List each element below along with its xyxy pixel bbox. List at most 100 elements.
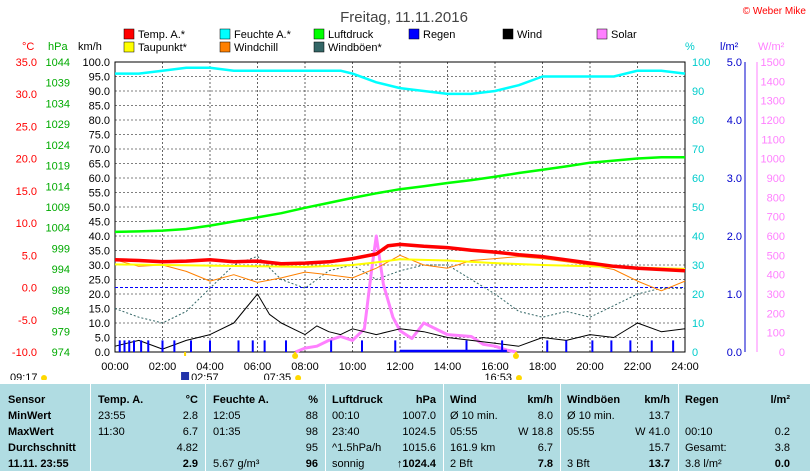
tick-label-rain: 3.0: [727, 173, 742, 185]
tick-label-time: 22:00: [624, 361, 652, 373]
tick-label-pressure: 984: [52, 306, 70, 318]
summary-cell: 96: [305, 458, 318, 470]
legend-swatch: [123, 28, 135, 40]
rain-bar: [263, 340, 266, 352]
tick-label-pressure: 1029: [46, 119, 70, 131]
tick-label-humidity: 100: [692, 57, 710, 69]
tick-label-humidity: 30: [692, 260, 704, 272]
summary-cell: 8.0: [537, 410, 553, 422]
tick-label-solar: 1400: [761, 76, 785, 88]
legend-swatch: [596, 28, 608, 40]
tick-label-humidity: 60: [692, 173, 704, 185]
summary-cell: 6.7: [182, 426, 198, 438]
day-marker: [294, 352, 297, 356]
summary-cell: 01:35: [213, 426, 241, 438]
axis-ticks: 35.0 30.0 25.0 20.0 15.0 10.0 5.0 0.0 -5.0 -10.0 1…: [12, 57, 785, 373]
rain-bar: [465, 340, 468, 352]
tick-label-humidity: 80: [692, 115, 704, 127]
summary-cell: Ø 10 min.: [450, 410, 498, 422]
tick-label-time: 12:00: [386, 361, 414, 373]
tick-label-wind: 20.0: [89, 289, 110, 301]
summary-header-cell: Temp. A.: [98, 394, 144, 406]
legend-label: Windböen*: [328, 42, 383, 54]
tick-label-time: 08:00: [291, 361, 319, 373]
tick-label-temp: 10.0: [16, 218, 37, 230]
summary-cell: 3 Bft: [567, 458, 590, 470]
tick-label-wind: 35.0: [89, 246, 110, 258]
tick-label-wind: 5.0: [95, 333, 110, 345]
summary-header-cell: km/h: [644, 394, 670, 406]
summary-cell: 2 Bft: [450, 458, 473, 470]
summary-row: MinWert 23:55 2.8 12:05 88 00:10 1007.0 Ø 10 mi…: [0, 408, 810, 424]
summary-cell: 1015.6: [402, 442, 436, 454]
summary-cell: 00:10: [332, 410, 360, 422]
summary-cell: 0.2: [774, 426, 790, 438]
summary-cell: MinWert: [8, 410, 52, 422]
rain-bar: [610, 340, 613, 352]
axis-label-rain: l/m²: [720, 41, 739, 53]
tick-label-wind: 70.0: [89, 144, 110, 156]
rain-bar: [394, 340, 397, 352]
axis-label-wind: km/h: [78, 41, 102, 53]
series-luftdruck: [114, 156, 685, 234]
tick-label-pressure: 994: [52, 264, 70, 276]
day-marker: [184, 352, 187, 356]
summary-header-cell: Sensor: [8, 394, 46, 406]
axis-label-humidity: %: [685, 41, 695, 53]
tick-label-solar: 1100: [761, 134, 785, 146]
summary-cell: 6.7: [537, 442, 553, 454]
series-solar: [294, 234, 517, 354]
tick-label-solar: 0: [779, 347, 785, 359]
chart-title: Freitag, 11.11.2016: [340, 9, 468, 26]
summary-cell: 88: [305, 410, 318, 422]
tick-label-wind: 40.0: [89, 231, 110, 243]
tick-label-wind: 60.0: [89, 173, 110, 185]
legend-label: Taupunkt*: [138, 42, 188, 54]
tick-label-temp: 20.0: [16, 154, 37, 166]
summary-cell: 2.9: [182, 458, 198, 470]
series-feuchte-a: [115, 66, 686, 96]
legend-swatch: [219, 41, 231, 53]
tick-label-temp: 30.0: [16, 89, 37, 101]
summary-cell: 11:30: [98, 426, 125, 438]
rain-bar: [173, 340, 176, 352]
summary-cell: 12:05: [213, 410, 241, 422]
legend-swatch: [219, 28, 231, 40]
series-windchill: [114, 254, 686, 292]
series-temp-a: [114, 242, 686, 273]
summary-cell: 15.7: [648, 442, 670, 454]
summary-cell: 13.7: [648, 410, 670, 422]
moonset-icon: [181, 372, 190, 380]
tick-label-wind: 50.0: [89, 202, 110, 214]
rain-bar: [565, 340, 568, 352]
tick-label-solar: 300: [767, 289, 785, 301]
tick-label-pressure: 979: [52, 326, 70, 338]
tick-label-time: 14:00: [434, 361, 462, 373]
summary-cell: 7.8: [537, 458, 553, 470]
tick-label-solar: 600: [767, 231, 785, 243]
summary-cell: 3.8: [774, 442, 790, 454]
tick-label-pressure: 1019: [46, 161, 70, 173]
tick-label-wind: 10.0: [89, 318, 110, 330]
rain-bar: [161, 340, 164, 352]
tick-label-humidity: 40: [692, 231, 704, 243]
tick-label-time: 24:00: [671, 361, 699, 373]
tick-label-wind: 95.0: [89, 72, 110, 84]
summary-table: Sensor Temp. A. °C Feuchte A.% Luftdruck hPa W…: [0, 384, 810, 471]
summary-header-cell: Feuchte A.: [213, 394, 269, 406]
summary-header-cell: Luftdruck: [332, 394, 383, 406]
tick-label-temp: 25.0: [16, 121, 37, 133]
rain-bar: [650, 340, 653, 352]
axis-labels: °C hPa km/h% l/m² W/m²: [22, 41, 785, 53]
series-taupunkt: [114, 258, 686, 270]
legend-label: Windchill: [234, 42, 278, 54]
tick-label-wind: 25.0: [89, 275, 110, 287]
tick-label-rain: 2.0: [727, 231, 742, 243]
summary-header-cell: hPa: [415, 394, 436, 406]
tick-label-time: 04:00: [196, 361, 224, 373]
tick-label-solar: 400: [767, 270, 785, 282]
summary-cell: 13.7: [648, 458, 670, 470]
summary-cell: 161.9 km: [450, 442, 496, 454]
legend-label: Luftdruck: [328, 29, 374, 41]
sunrise-time: 07:35: [264, 372, 292, 380]
